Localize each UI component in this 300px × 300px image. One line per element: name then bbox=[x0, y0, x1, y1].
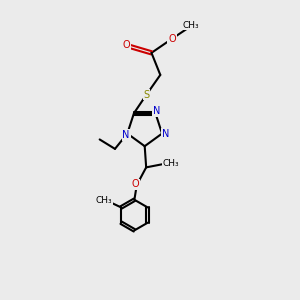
Text: N: N bbox=[162, 129, 169, 139]
Text: CH₃: CH₃ bbox=[163, 159, 179, 168]
Text: N: N bbox=[122, 130, 130, 140]
Text: S: S bbox=[143, 90, 149, 100]
Text: O: O bbox=[168, 34, 176, 44]
Text: CH₃: CH₃ bbox=[182, 21, 199, 30]
Text: CH₃: CH₃ bbox=[95, 196, 112, 206]
Text: O: O bbox=[132, 179, 140, 190]
Text: N: N bbox=[153, 106, 160, 116]
Text: O: O bbox=[123, 40, 130, 50]
